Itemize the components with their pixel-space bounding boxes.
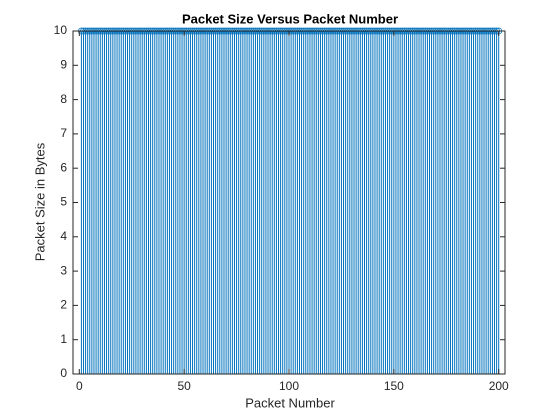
x-axis-label: Packet Number	[245, 395, 335, 410]
y-tick-label: 5	[60, 195, 67, 209]
y-tick-label: 9	[60, 57, 67, 71]
y-tick-label: 10	[54, 23, 68, 37]
y-tick-label: 7	[60, 126, 67, 140]
y-tick-label: 1	[60, 332, 67, 346]
x-tick-label: 150	[384, 379, 404, 393]
x-tick-label: 0	[76, 379, 83, 393]
y-tick-label: 3	[60, 263, 67, 277]
y-tick-label: 8	[60, 92, 67, 106]
x-tick-label: 200	[489, 379, 509, 393]
y-tick-label: 0	[60, 366, 67, 380]
y-tick-label: 6	[60, 160, 67, 174]
y-tick-label: 4	[60, 229, 67, 243]
y-axis-label: Packet Size in Bytes	[32, 142, 47, 261]
y-tick-label: 2	[60, 298, 67, 312]
axes-box	[72, 30, 506, 375]
chart-title: Packet Size Versus Packet Number	[182, 11, 398, 26]
x-tick-label: 100	[279, 379, 299, 393]
x-tick-label: 50	[177, 379, 191, 393]
